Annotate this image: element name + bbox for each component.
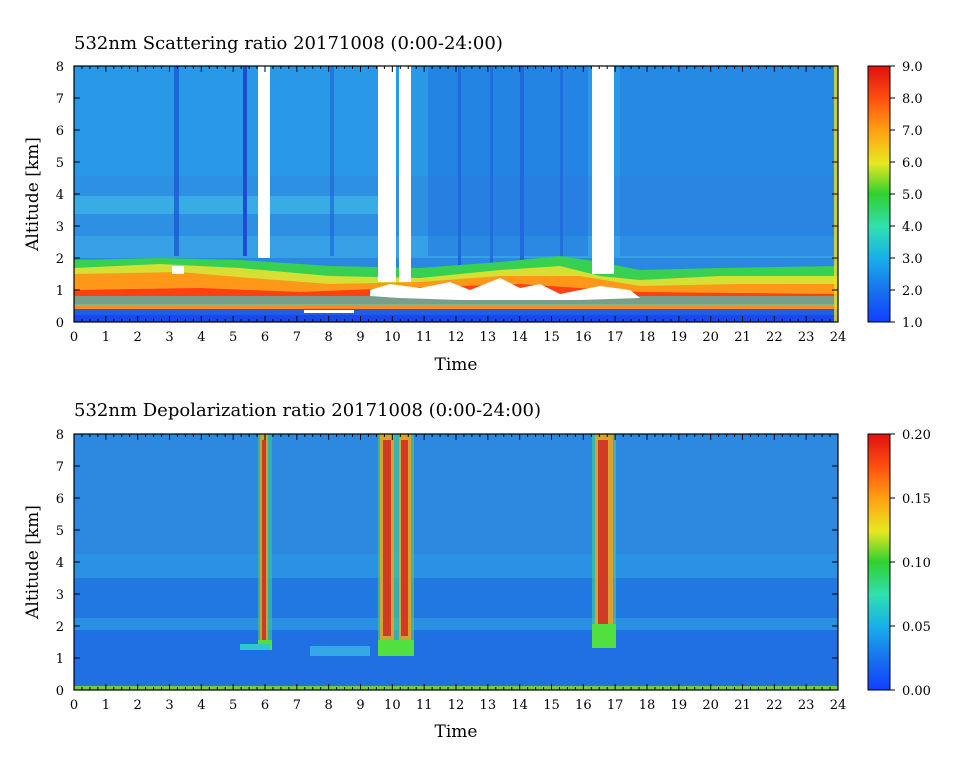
x-tick-label: 1 [102, 698, 110, 713]
x-tick-label: 17 [607, 330, 624, 345]
y-tick-label: 0 [56, 316, 64, 331]
x-axis-label: Time [435, 722, 478, 742]
y-tick-label: 5 [56, 524, 64, 539]
x-tick-label: 21 [734, 698, 751, 713]
x-tick-label: 5 [229, 330, 237, 345]
y-tick-label: 8 [56, 428, 64, 443]
y-tick-label: 7 [56, 460, 64, 475]
depol-cloud-6h [258, 434, 272, 650]
x-tick-label: 24 [830, 698, 847, 713]
y-tick-label: 7 [56, 92, 64, 107]
x-tick-label: 2 [134, 698, 142, 713]
colorbar-depolarization: 0.00 0.05 0.10 0.15 0.20 [867, 428, 931, 699]
x-tick-label: 14 [511, 330, 528, 345]
y-tick-label: 3 [56, 220, 64, 235]
colorbar-tick-label: 0.00 [902, 684, 931, 699]
colorbar-tick-label: 6.0 [902, 156, 923, 171]
x-tick-label: 23 [798, 330, 815, 345]
x-tick-label: 23 [798, 698, 815, 713]
x-tick-label: 15 [543, 698, 560, 713]
x-tick-label: 0 [70, 698, 78, 713]
x-tick-label: 3 [165, 330, 173, 345]
y-tick-label: 6 [56, 124, 64, 139]
x-tick-label: 1 [102, 330, 110, 345]
y-tick-label: 1 [56, 284, 64, 299]
colorbar-scattering: 1.0 2.0 3.0 4.0 5.0 6.0 7.0 8.0 9.0 [867, 60, 923, 331]
x-tick-label: 19 [671, 698, 688, 713]
y-tick-label: 0 [56, 684, 64, 699]
colorbar-tick-label: 8.0 [902, 92, 923, 107]
x-tick-label: 13 [480, 330, 497, 345]
x-tick-label: 22 [766, 698, 783, 713]
x-axis-label: Time [435, 355, 478, 375]
y-tick-label: 3 [56, 588, 64, 603]
colorbar-tick-label: 7.0 [902, 124, 923, 139]
y-tick-label: 6 [56, 492, 64, 507]
y-axis-label: Altitude [km] [23, 137, 43, 252]
x-tick-label: 16 [575, 330, 592, 345]
chart-title: 532nm Depolarization ratio 20171008 (0:0… [74, 400, 541, 421]
y-tick-label: 2 [56, 252, 64, 267]
x-tick-label: 24 [830, 330, 847, 345]
colorbar-tick-label: 0.05 [902, 620, 931, 635]
colorbar-tick-label: 0.10 [902, 556, 931, 571]
x-tick-label: 0 [70, 330, 78, 345]
heatmap-scattering [74, 66, 838, 322]
x-tick-label: 10 [384, 698, 401, 713]
x-tick-label: 4 [197, 698, 205, 713]
x-tick-label: 18 [639, 330, 656, 345]
x-tick-label: 20 [702, 698, 719, 713]
colorbar-tick-label: 2.0 [902, 284, 923, 299]
x-tick-label: 19 [671, 330, 688, 345]
x-tick-label: 14 [511, 698, 528, 713]
x-tick-label: 10 [384, 330, 401, 345]
x-tick-label: 20 [702, 330, 719, 345]
colorbar-tick-label: 3.0 [902, 252, 923, 267]
x-tick-label: 6 [261, 698, 269, 713]
x-tick-label: 18 [639, 698, 656, 713]
x-tick-label: 7 [293, 698, 301, 713]
x-tick-label: 6 [261, 330, 269, 345]
x-tick-label: 4 [197, 330, 205, 345]
x-tick-label: 15 [543, 330, 560, 345]
x-tick-label: 16 [575, 698, 592, 713]
y-tick-label: 4 [56, 556, 64, 571]
x-tick-label: 5 [229, 698, 237, 713]
y-tick-label: 4 [56, 188, 64, 203]
depolarization-ratio-panel: 532nm Depolarization ratio 20171008 (0:0… [23, 400, 931, 742]
scattering-ratio-panel: 532nm Scattering ratio 20171008 (0:00-24… [23, 33, 923, 375]
y-tick-label: 5 [56, 156, 64, 171]
x-tick-label: 3 [165, 698, 173, 713]
depol-cloud-10h [378, 434, 414, 656]
x-tick-label: 7 [293, 330, 301, 345]
x-tick-label: 12 [448, 330, 465, 345]
colorbar-tick-label: 5.0 [902, 188, 923, 203]
x-tick-label: 17 [607, 698, 624, 713]
y-tick-label: 2 [56, 620, 64, 635]
x-tick-label: 9 [356, 330, 364, 345]
heatmap-depolarization [74, 434, 838, 690]
y-axis-label: Altitude [km] [23, 505, 43, 620]
colorbar-tick-label: 0.15 [902, 492, 931, 507]
x-tick-label: 11 [416, 698, 433, 713]
x-tick-label: 11 [416, 330, 433, 345]
colorbar-tick-label: 4.0 [902, 220, 923, 235]
x-tick-label: 8 [325, 698, 333, 713]
x-tick-label: 21 [734, 330, 751, 345]
colorbar-tick-label: 1.0 [902, 316, 923, 331]
chart-title: 532nm Scattering ratio 20171008 (0:00-24… [74, 33, 503, 54]
y-tick-label: 1 [56, 652, 64, 667]
colorbar-tick-label: 9.0 [902, 60, 923, 75]
x-tick-label: 9 [356, 698, 364, 713]
x-tick-label: 8 [325, 330, 333, 345]
depol-cloud-16h [592, 434, 616, 648]
x-tick-label: 12 [448, 698, 465, 713]
y-tick-label: 8 [56, 60, 64, 75]
x-tick-label: 22 [766, 330, 783, 345]
x-tick-label: 2 [134, 330, 142, 345]
colorbar-tick-label: 0.20 [902, 428, 931, 443]
x-tick-label: 13 [480, 698, 497, 713]
